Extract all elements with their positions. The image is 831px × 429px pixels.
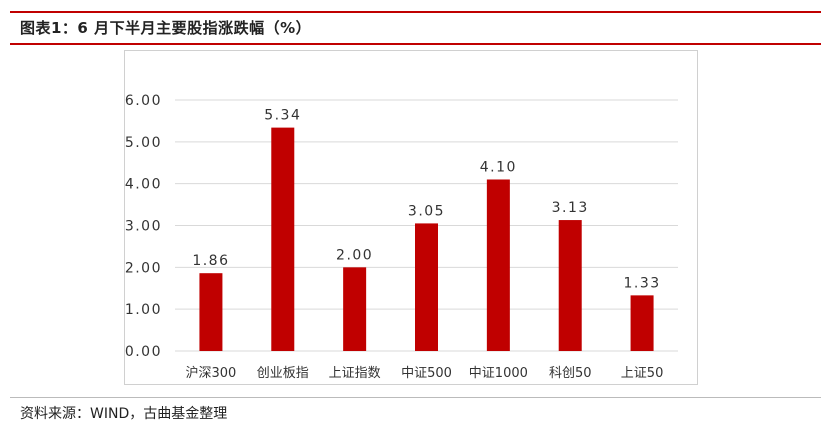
y-tick-label: 1.00 <box>125 302 162 318</box>
bar <box>558 220 582 351</box>
bar <box>343 267 367 351</box>
data-label: 4.10 <box>480 159 517 175</box>
y-tick-label: 0.00 <box>125 344 162 360</box>
y-axis-ticks: 0.00 1.00 2.00 3.00 4.00 5.00 6.00 <box>125 93 162 360</box>
bars <box>199 127 654 351</box>
chart-title: 图表1：6 月下半月主要股指涨跌幅（%） <box>20 19 312 37</box>
data-label: 2.00 <box>336 247 373 263</box>
data-label: 5.34 <box>264 108 301 124</box>
y-tick-label: 4.00 <box>125 177 162 193</box>
bar <box>486 179 510 351</box>
top-rule <box>10 11 821 13</box>
bar <box>415 223 438 351</box>
y-tick-label: 2.00 <box>125 260 162 276</box>
x-tick-label: 中证1000 <box>469 366 528 381</box>
y-tick-label: 5.00 <box>125 135 162 151</box>
x-tick-label: 中证500 <box>401 366 452 381</box>
x-tick-label: 上证指数 <box>329 366 381 381</box>
bar <box>630 295 654 351</box>
data-label: 1.86 <box>192 253 229 269</box>
bottom-rule <box>10 397 821 398</box>
x-tick-label: 科创50 <box>549 366 592 381</box>
bar <box>199 273 223 351</box>
data-label: 1.33 <box>623 275 660 291</box>
data-label: 3.05 <box>408 203 445 219</box>
data-label: 3.13 <box>552 200 589 216</box>
bar <box>271 127 295 351</box>
x-tick-label: 上证50 <box>621 366 664 381</box>
x-tick-label: 创业板指 <box>257 366 309 381</box>
title-rule <box>10 43 821 45</box>
chart-frame <box>124 50 698 385</box>
x-axis-ticks: 沪深300 创业板指 上证指数 中证500 中证1000 科创50 上证50 <box>186 365 664 381</box>
source-note: 资料来源：WIND，古曲基金整理 <box>20 406 228 422</box>
y-tick-label: 6.00 <box>125 93 162 109</box>
y-tick-label: 3.00 <box>125 219 162 235</box>
data-labels: 1.86 5.34 2.00 3.05 4.10 3.13 1.33 <box>192 108 660 292</box>
x-tick-label: 沪深300 <box>186 365 237 381</box>
